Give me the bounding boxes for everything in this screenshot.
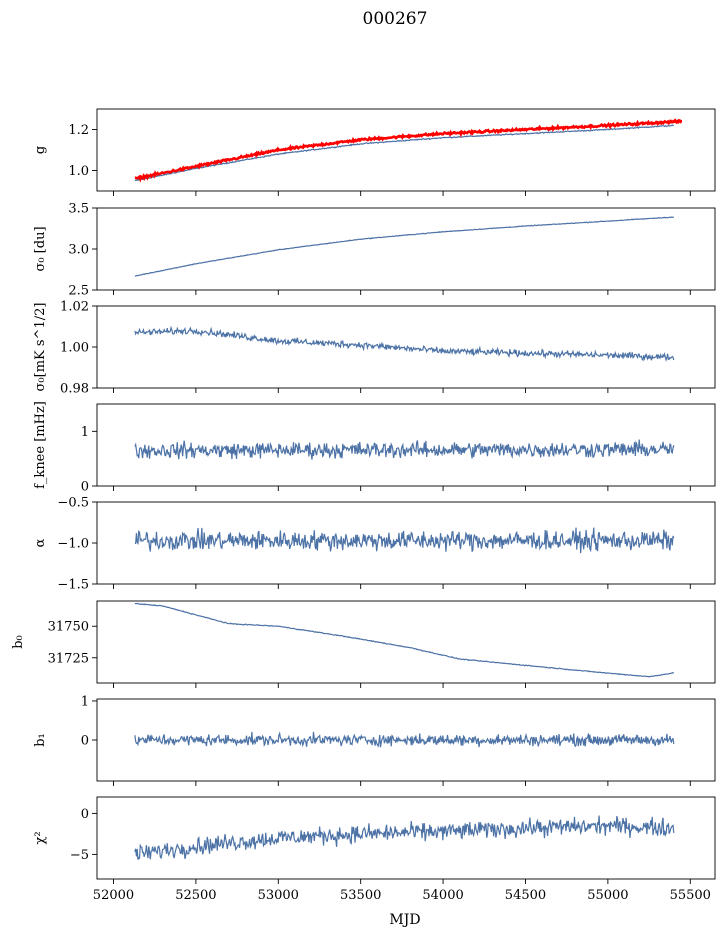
y-tick-label: 0 bbox=[81, 480, 89, 495]
y-axis-label: α bbox=[33, 538, 48, 547]
panel-6: 31725 31750 b₀ bbox=[11, 600, 716, 688]
y-tick-label: 1.0 bbox=[68, 164, 89, 179]
panels: 1.0 1.2 g 2.5 3.0 3.5 σ₀ [du] 0.98 1.00 1.02 σ₀[mK… bbox=[11, 108, 716, 903]
panel-8: −5 0 χ² 52000 52500 53000 53500 54000 54500 55000… bbox=[33, 796, 716, 903]
figure-title: 000267 bbox=[363, 9, 428, 29]
panel-3: 0.98 1.00 1.02 σ₀[mK s^1/2] bbox=[33, 300, 716, 397]
y-tick-label: 0.98 bbox=[60, 382, 89, 397]
y-tick-label: 0 bbox=[81, 734, 89, 749]
y-tick-label: 2.5 bbox=[68, 284, 89, 299]
y-axis-label: χ² bbox=[33, 831, 48, 844]
panel-frame bbox=[96, 108, 716, 192]
series-line-1 bbox=[134, 124, 674, 182]
y-tick-label: 3.5 bbox=[68, 202, 89, 217]
y-tick-label: 1.02 bbox=[60, 300, 89, 315]
y-tick-label: 3.0 bbox=[68, 243, 89, 258]
y-tick-label: −1.0 bbox=[57, 537, 89, 552]
y-axis-label: σ₀ [du] bbox=[33, 226, 48, 271]
x-tick-label: 53000 bbox=[258, 888, 299, 903]
y-tick-label: 1 bbox=[81, 694, 89, 709]
panel-7: 0 1 b₁ bbox=[33, 694, 716, 786]
y-axis-label: σ₀[mK s^1/2] bbox=[33, 303, 48, 392]
y-tick-label: 31750 bbox=[48, 620, 89, 635]
panel-4: 0 1 f_knee [mHz] bbox=[33, 401, 716, 495]
series-line-1 bbox=[134, 731, 675, 748]
y-tick-label: 1.2 bbox=[68, 123, 89, 138]
panel-frame bbox=[96, 600, 716, 684]
x-tick-label: 55500 bbox=[670, 888, 711, 903]
x-tick-label: 54500 bbox=[505, 888, 546, 903]
y-tick-label: −1.5 bbox=[57, 578, 89, 593]
y-tick-label: −5 bbox=[70, 848, 89, 863]
series-line-1 bbox=[134, 527, 675, 554]
panel-2: 2.5 3.0 3.5 σ₀ [du] bbox=[33, 202, 716, 299]
panel-frame bbox=[96, 796, 716, 880]
panel-frame bbox=[96, 305, 716, 389]
x-tick-label: 52500 bbox=[175, 888, 216, 903]
y-axis-label: b₀ bbox=[11, 635, 26, 649]
series-line-1 bbox=[134, 439, 675, 460]
y-axis-label: b₁ bbox=[33, 733, 48, 747]
series-line-2 bbox=[134, 118, 683, 183]
y-axis-label: g bbox=[33, 146, 48, 154]
series-line-1 bbox=[134, 216, 675, 277]
panel-frame bbox=[96, 403, 716, 487]
y-tick-label: 31725 bbox=[48, 651, 89, 666]
series-line-1 bbox=[134, 325, 675, 362]
y-tick-label: 1 bbox=[81, 425, 89, 440]
series-line-1 bbox=[134, 602, 675, 678]
x-tick-label: 54000 bbox=[422, 888, 463, 903]
x-axis-label: MJD bbox=[389, 912, 420, 928]
panel-5: −1.5 −1.0 −0.5 α bbox=[33, 496, 716, 593]
x-tick-label: 52000 bbox=[93, 888, 134, 903]
y-axis-label: f_knee [mHz] bbox=[33, 401, 48, 489]
y-tick-label: 0 bbox=[81, 807, 89, 822]
series-line-1 bbox=[134, 815, 675, 860]
y-tick-label: −0.5 bbox=[57, 496, 89, 511]
x-tick-label: 55000 bbox=[587, 888, 628, 903]
y-tick-label: 1.00 bbox=[60, 341, 89, 356]
x-tick-label: 53500 bbox=[340, 888, 381, 903]
panel-1: 1.0 1.2 g bbox=[33, 108, 716, 196]
